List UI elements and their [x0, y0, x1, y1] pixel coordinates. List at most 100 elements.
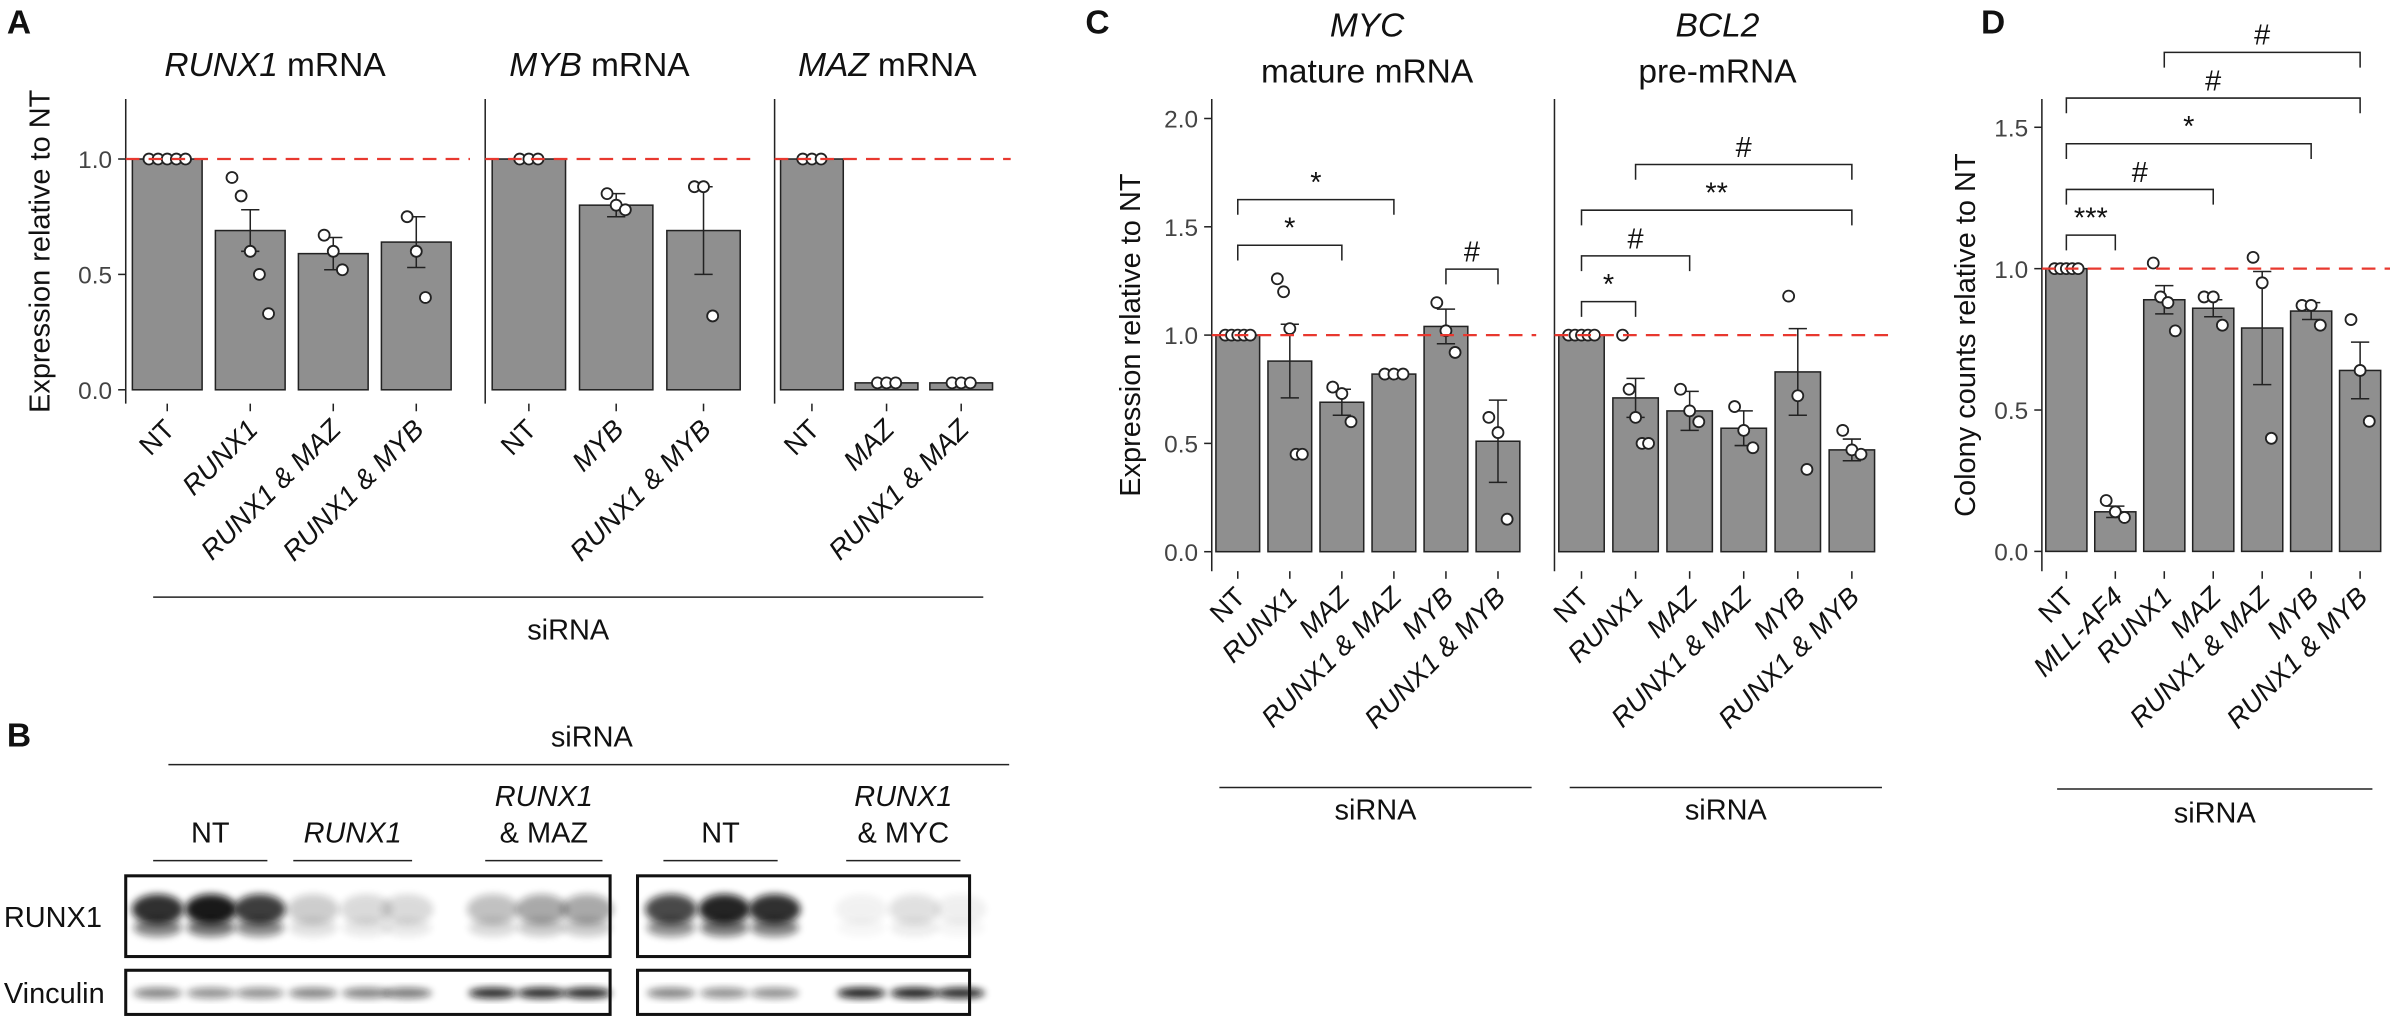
x-axis-label: siRNA — [1685, 794, 1768, 826]
y-tick-label: 0.5 — [78, 263, 112, 290]
blot-band — [383, 987, 432, 999]
data-point — [2255, 276, 2269, 290]
blot-band — [233, 894, 286, 925]
data-point — [2146, 256, 2160, 270]
significance-bracket — [1580, 255, 1691, 272]
data-point — [1791, 389, 1805, 403]
bar — [2289, 310, 2333, 553]
data-point — [1836, 424, 1850, 437]
bar — [1828, 449, 1876, 553]
blot-band — [837, 987, 886, 999]
blot-band — [562, 987, 612, 999]
x-axis-label: siRNA — [527, 615, 610, 647]
data-point — [2168, 324, 2182, 338]
data-point — [2353, 364, 2367, 377]
data-point — [1800, 462, 1814, 476]
y-tick-label: 1.0 — [1164, 323, 1198, 350]
data-point — [1629, 411, 1642, 424]
y-axis-label: Expression relative to NT — [1115, 173, 1147, 497]
significance-label: # — [1464, 236, 1480, 268]
panel-label: B — [7, 717, 31, 754]
blot-band — [133, 987, 183, 999]
y-tick-label: 0.5 — [1994, 398, 2028, 425]
group-label: RUNX1 — [495, 781, 593, 813]
bar — [1319, 401, 1365, 553]
blot-band — [698, 894, 751, 925]
data-point — [243, 244, 257, 258]
bar — [2045, 267, 2088, 553]
blot-band — [342, 987, 391, 999]
significance-bracket — [1580, 300, 1637, 317]
significance-label: # — [2205, 65, 2221, 97]
y-tick-label: 1.0 — [1994, 257, 2028, 284]
x-tick-label: RUNX1 & MYB — [276, 413, 429, 566]
blot-band — [890, 918, 940, 937]
data-point — [2206, 290, 2220, 304]
x-tick-label: MYB — [566, 413, 630, 477]
panel-label: A — [7, 5, 31, 42]
bar — [1720, 427, 1768, 553]
data-point — [1782, 289, 1796, 303]
data-point — [2313, 318, 2327, 332]
data-point — [1728, 400, 1741, 413]
chart-title: MYB mRNA — [509, 47, 690, 84]
x-tick-label: NT — [133, 413, 181, 461]
y-tick-label: 1.0 — [78, 147, 112, 174]
data-point — [1746, 441, 1760, 455]
blot-band — [515, 894, 568, 925]
data-point — [1737, 424, 1751, 437]
group-label: & MYC — [857, 817, 949, 849]
y-tick-label: 0.0 — [78, 378, 112, 405]
blot-band — [562, 918, 612, 937]
blot-band — [466, 894, 519, 925]
blot-band — [186, 987, 236, 999]
blot-band — [235, 918, 285, 937]
data-point — [963, 376, 977, 390]
blot-frame — [635, 968, 972, 1016]
bar — [578, 204, 654, 391]
blot-band — [185, 894, 237, 925]
bar — [491, 158, 567, 391]
title-text: mRNA — [591, 47, 690, 84]
significance-bracket — [1445, 268, 1499, 285]
title-text: mRNA — [878, 47, 977, 84]
x-tick-label: RUNX1 & MAZ — [194, 412, 347, 565]
data-point — [252, 268, 266, 281]
data-point — [2161, 296, 2175, 309]
blot-band — [646, 918, 696, 937]
data-point — [2099, 494, 2113, 507]
blot-band — [340, 894, 393, 925]
panel-label: C — [1085, 5, 1109, 42]
data-point — [600, 187, 614, 201]
blot-band — [750, 987, 799, 999]
data-point — [2264, 431, 2278, 445]
blot-band — [888, 894, 941, 925]
data-point — [1335, 387, 1349, 400]
significance-label: # — [2254, 20, 2270, 52]
group-label: NT — [191, 817, 230, 849]
significance-label: *** — [2074, 203, 2108, 235]
title-gene: MYB — [509, 47, 582, 84]
group-label: RUNX1 — [854, 781, 952, 813]
blot-band — [645, 894, 697, 925]
blot-band — [133, 918, 183, 937]
significance-label: ** — [1705, 178, 1728, 210]
blot-band — [288, 918, 338, 937]
x-tick-label: NT — [494, 413, 542, 461]
data-point — [1622, 382, 1636, 396]
blot-band — [468, 918, 518, 937]
chart-title: MYC — [1330, 8, 1405, 45]
y-tick-label: 0.0 — [1164, 540, 1198, 567]
y-axis-label: Colony counts relative to NT — [1950, 153, 1982, 517]
blot-band — [936, 987, 985, 999]
bar — [2338, 369, 2382, 553]
data-point — [1277, 285, 1290, 299]
row-label: RUNX1 — [4, 902, 102, 934]
panel-label: D — [1981, 5, 2005, 42]
blot-band — [381, 894, 434, 925]
title-text: mRNA — [287, 47, 386, 84]
data-point — [336, 263, 349, 277]
data-point — [1270, 272, 1284, 286]
data-point — [1283, 322, 1297, 335]
